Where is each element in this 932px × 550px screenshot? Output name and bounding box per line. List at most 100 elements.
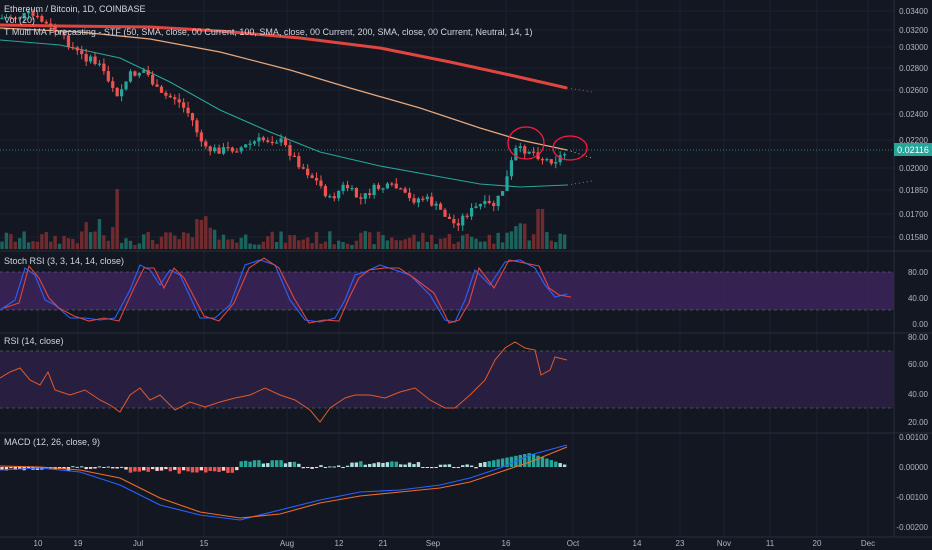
macd-hist-bar: [270, 460, 274, 467]
volume-bar: [425, 241, 429, 249]
volume-bar: [62, 235, 66, 249]
volume-bar: [26, 242, 31, 249]
candle-body: [195, 120, 199, 133]
candle-body: [381, 188, 385, 190]
candle-body: [492, 202, 496, 207]
candle-body: [146, 70, 150, 75]
macd-hist-bar: [190, 467, 195, 473]
macd-hist-bar: [407, 462, 412, 467]
candle-body: [151, 74, 155, 85]
macd-hist-bar: [26, 467, 31, 469]
volume-bar: [159, 236, 164, 249]
macd-hist-bar: [230, 467, 235, 473]
volume-bar: [97, 218, 102, 249]
macd-axis[interactable]: 0.00100 0.00000 -0.00100 -0.00200: [896, 433, 928, 532]
ma-indicator-title[interactable]: T Multi MA Forecasting - STF (50, SMA, c…: [4, 27, 533, 37]
macd-hist-bar: [438, 464, 443, 467]
candle-body: [89, 56, 93, 62]
candle-body: [363, 193, 367, 199]
time-tick-label: Oct: [567, 539, 580, 548]
macd-hist-bar: [279, 460, 283, 467]
candle-body: [403, 188, 407, 193]
symbol-title: Ethereum / Bitcoin, 1D, COINBASE: [4, 4, 146, 14]
macd-hist-bar: [283, 463, 288, 467]
volume-bar: [190, 237, 195, 249]
volume-bar: [288, 235, 292, 249]
price-tick-label: 0.02200: [899, 136, 928, 145]
volume-bar: [407, 237, 412, 249]
macd-hist-bar: [124, 467, 128, 470]
volume-bar: [412, 234, 416, 249]
macd-tick-label: -0.00100: [896, 493, 928, 502]
candle-body: [425, 196, 429, 200]
macd-hist-bar: [305, 467, 310, 468]
time-axis[interactable]: 10 19 Jul 15 Aug 12 21 Sep 16 Oct 14 23 Nov 11 20 Dec: [34, 539, 876, 548]
volume-bar: [18, 238, 22, 249]
macd-pane[interactable]: [0, 444, 568, 521]
candle-body: [288, 145, 292, 156]
price-tick-label: 0.01850: [899, 186, 928, 195]
rsi-axis[interactable]: 80.00 60.00 40.00 20.00: [908, 333, 929, 427]
rsi-title[interactable]: RSI (14, close): [4, 336, 64, 346]
candle-body: [319, 180, 323, 187]
candle-body: [412, 198, 416, 203]
volume-bar: [469, 236, 474, 249]
volume-bar: [332, 244, 336, 249]
volume-bar: [359, 232, 363, 249]
time-tick-label: 14: [633, 539, 642, 548]
candle-body: [44, 21, 48, 24]
volume-bar: [93, 231, 97, 249]
macd-hist-bar: [128, 467, 133, 473]
candle-body: [505, 176, 509, 192]
macd-hist-bar: [319, 465, 323, 467]
macd-hist-bar: [456, 467, 460, 468]
macd-tick-label: -0.00200: [896, 523, 928, 532]
macd-hist-bar: [434, 467, 438, 468]
volume-bar: [496, 232, 500, 249]
macd-hist-bar: [186, 467, 190, 472]
candle-body: [416, 198, 421, 203]
grid-lines: [0, 0, 894, 537]
volume-bar: [527, 240, 531, 249]
macd-hist-bar: [226, 467, 230, 473]
stoch-title[interactable]: Stoch RSI (3, 3, 14, 14, close): [4, 256, 124, 266]
macd-hist-bar: [292, 461, 297, 467]
volume-bar: [13, 241, 17, 249]
candle-body: [532, 151, 536, 153]
candle-body: [341, 184, 345, 192]
macd-hist-bar: [509, 456, 514, 467]
candle-body: [168, 95, 172, 98]
candle-body: [257, 137, 261, 142]
volume-bar: [474, 238, 478, 249]
candlesticks: [0, 8, 567, 232]
candle-body: [558, 155, 562, 163]
volume-bar: [354, 240, 359, 249]
macd-hist-bar: [71, 466, 75, 468]
macd-hist-bar: [314, 467, 319, 468]
volume-bar: [199, 219, 204, 249]
candle-body: [133, 71, 137, 76]
rsi-pane[interactable]: [0, 341, 894, 423]
macd-hist-bar: [212, 467, 217, 472]
volume-bar: [252, 244, 257, 249]
candle-body: [182, 102, 186, 108]
macd-hist-bar: [416, 462, 421, 467]
volume-title[interactable]: Vol (20): [4, 15, 35, 25]
candle-body: [115, 87, 119, 97]
macd-hist-bar: [150, 467, 155, 470]
stoch-rsi-pane[interactable]: [0, 257, 894, 324]
volume-bar: [461, 235, 465, 249]
volume-bar: [106, 240, 111, 249]
macd-title[interactable]: MACD (12, 26, close, 9): [4, 437, 100, 447]
macd-hist-bar: [106, 466, 111, 468]
price-axis[interactable]: 0.03400 0.03200 0.03000 0.02800 0.02600 0.024…: [899, 7, 928, 242]
candle-body: [84, 54, 88, 62]
macd-hist-bar: [88, 467, 93, 469]
volume-bar: [181, 232, 186, 249]
volume-bar: [434, 244, 438, 249]
price-pane[interactable]: [0, 8, 894, 249]
stoch-axis[interactable]: 80.00 40.00 0.00: [908, 268, 929, 329]
macd-histogram: [0, 453, 567, 474]
candle-body: [283, 138, 288, 146]
